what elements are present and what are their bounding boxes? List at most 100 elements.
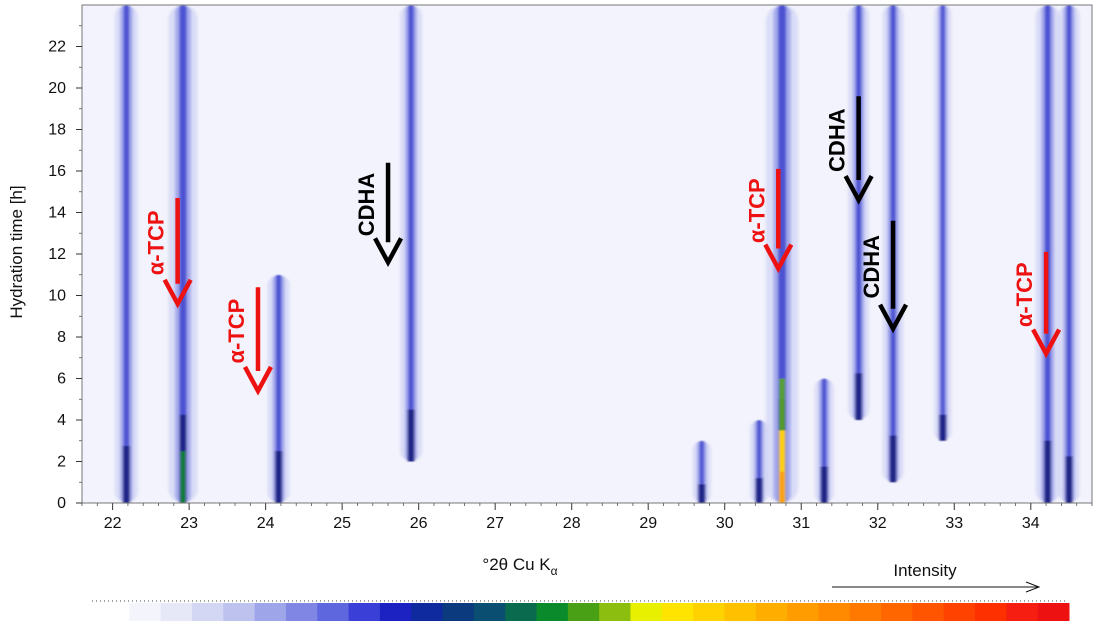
colorbar-swatch <box>317 603 350 621</box>
peak-streak <box>856 5 862 420</box>
y-tick-label: 18 <box>48 122 66 139</box>
x-tick-label: 23 <box>180 515 198 532</box>
colorbar-swatch <box>661 603 694 621</box>
peak-core <box>939 414 947 441</box>
intensity-arrow-icon <box>832 581 1041 593</box>
colorbar-swatch <box>1037 603 1070 621</box>
y-tick-label: 2 <box>57 454 66 471</box>
peak-core <box>755 478 763 503</box>
colorbar-swatch <box>411 603 444 621</box>
annotations-layer: α-TCP α-TCP CDHA α-TCP CDHA CDHA α-TCP <box>144 96 1062 396</box>
colorbar-swatch <box>379 603 412 621</box>
annotation: CDHA <box>354 162 404 268</box>
colorbar-swatch <box>567 603 600 621</box>
peak-streak <box>275 274 282 503</box>
x-tick-label: 26 <box>410 515 428 532</box>
x-tick-label: 30 <box>716 515 734 532</box>
colorbar-swatch <box>129 603 162 621</box>
peak-core <box>275 451 283 503</box>
colorbar-swatch <box>348 603 381 621</box>
y-tick-label: 16 <box>48 163 66 180</box>
annotation: α-TCP <box>744 168 794 274</box>
intensity-arrow-head <box>1025 581 1041 593</box>
colorbar-swatch <box>912 603 945 621</box>
colorbar-swatch <box>818 603 851 621</box>
colorbar-swatch <box>473 603 506 621</box>
x-axis-title: °2θ Cu Kα <box>482 555 557 578</box>
colorbar-swatch <box>254 603 287 621</box>
colorbar-swatch <box>1006 603 1039 621</box>
peak-core <box>122 445 130 503</box>
colorbar-swatch <box>442 603 475 621</box>
arrow-down-icon <box>243 365 273 396</box>
x-tick-label: 24 <box>257 515 275 532</box>
arrow-down-icon <box>878 303 909 334</box>
annotation: CDHA <box>859 220 909 334</box>
peak-core <box>407 409 415 462</box>
colorbar-swatch <box>505 603 538 621</box>
annotation-label: α-TCP <box>1012 262 1037 327</box>
x-axis: 22 23 24 25 26 27 28 29 30 31 32 33 34 <box>81 503 1093 532</box>
x-tick-label: 27 <box>486 515 504 532</box>
peak-core-high <box>180 451 186 503</box>
peak-core <box>698 484 706 503</box>
annotation-label: CDHA <box>825 108 850 172</box>
colorbar-swatch <box>975 603 1007 621</box>
y-tick-label: 22 <box>48 39 66 56</box>
peak-streak <box>408 5 414 462</box>
peaks-layer <box>114 5 1080 503</box>
x-tick-label: 32 <box>869 515 887 532</box>
annotation-label: CDHA <box>859 235 884 299</box>
peak-streak <box>1066 5 1072 503</box>
y-tick-label: 10 <box>48 288 66 305</box>
peak-core <box>820 466 828 503</box>
colorbar-label: Intensity <box>893 561 957 580</box>
x-tick-label: 33 <box>945 515 963 532</box>
colorbar-swatch <box>943 603 976 621</box>
colorbar-swatch <box>724 603 757 621</box>
peak-streak <box>123 5 130 503</box>
x-tick-label: 25 <box>333 515 351 532</box>
colorbar-swatch <box>285 603 318 621</box>
x-tick-label: 34 <box>1022 515 1040 532</box>
x-tick-label: 29 <box>639 515 657 532</box>
colorbar-swatch <box>787 603 819 621</box>
arrow-down-icon <box>373 237 404 268</box>
colorbar-swatch <box>693 603 725 621</box>
colorbar-swatch <box>599 603 631 621</box>
annotation: α-TCP <box>1012 251 1062 359</box>
colorbar-swatch <box>98 603 130 621</box>
x-tick-label: 22 <box>104 515 122 532</box>
x-tick-label: 31 <box>792 515 810 532</box>
annotation-label: CDHA <box>354 173 379 237</box>
colorbar-swatch <box>223 603 256 621</box>
colorbar-swatch <box>191 603 224 621</box>
colorbar-swatch <box>630 603 663 621</box>
y-tick-label: 0 <box>57 495 66 512</box>
plot-area <box>82 5 1092 503</box>
peak-core <box>1044 440 1052 503</box>
arrow-down-icon <box>763 243 794 274</box>
peak-core-peak <box>780 471 784 503</box>
peak-core-max <box>779 430 786 503</box>
annotation-label: α-TCP <box>144 210 169 275</box>
y-tick-label: 20 <box>48 80 66 97</box>
y-tick-label: 8 <box>57 329 66 346</box>
y-tick-label: 4 <box>57 412 66 429</box>
colorbar-swatch <box>755 603 788 621</box>
y-tick-label: 14 <box>48 205 66 222</box>
peak-streak <box>179 5 187 503</box>
y-axis: 0 2 4 6 8 10 12 14 16 18 20 22 <box>48 25 82 512</box>
annotation-label: α-TCP <box>224 299 249 364</box>
y-tick-label: 6 <box>57 371 66 388</box>
arrow-down-icon <box>843 174 874 205</box>
annotation: α-TCP <box>224 287 273 396</box>
y-axis-title: Hydration time [h] <box>7 185 26 318</box>
colorbar <box>98 603 1070 621</box>
colorbar-swatch <box>849 603 882 621</box>
annotation: α-TCP <box>144 197 193 309</box>
annotation: CDHA <box>825 96 874 205</box>
colorbar-swatch <box>160 603 193 621</box>
peak-core <box>855 373 863 420</box>
